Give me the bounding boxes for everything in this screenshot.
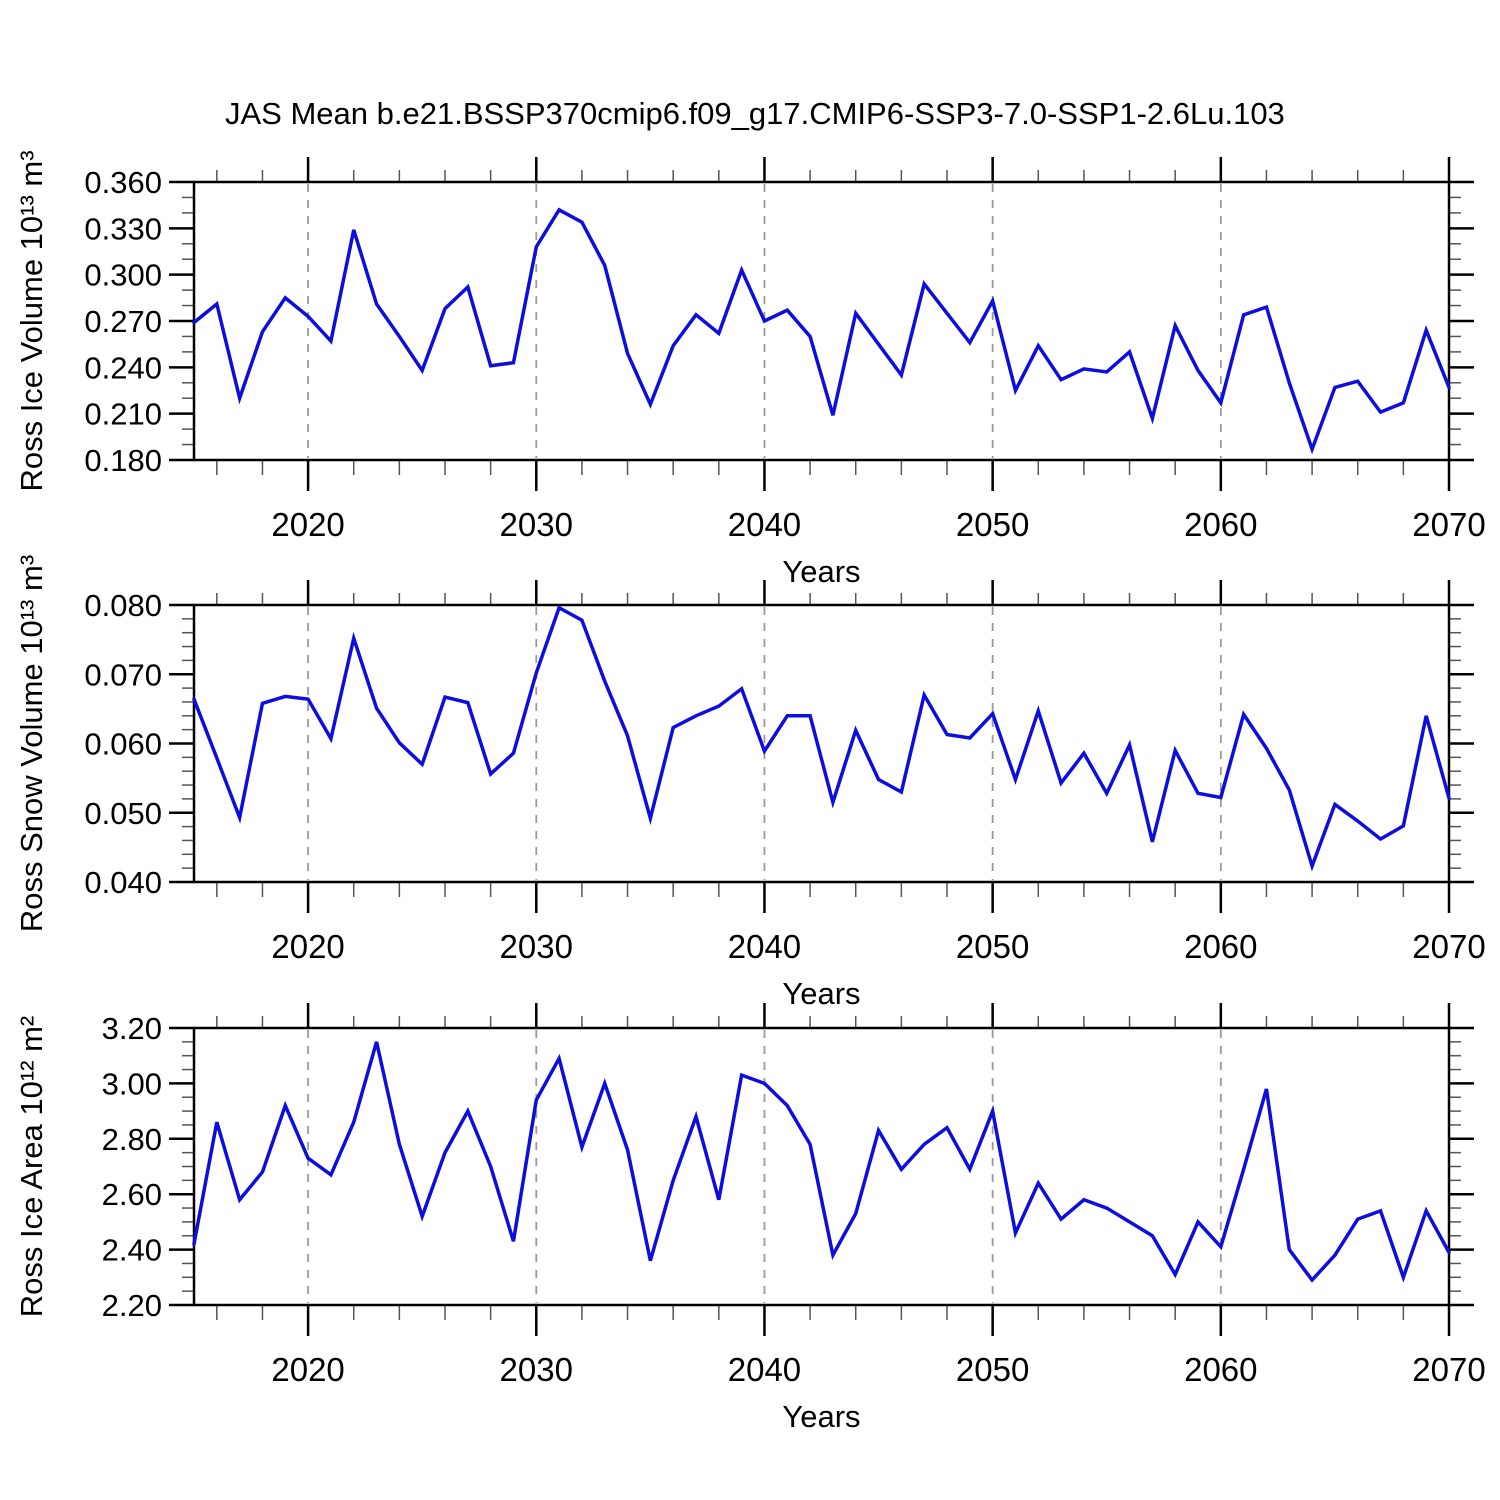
x-tick-label: 2030 xyxy=(500,928,573,965)
y-tick-label: 0.050 xyxy=(84,796,162,831)
x-tick-label: 2050 xyxy=(956,1351,1029,1388)
x-axis-title: Years xyxy=(782,976,860,1011)
y-tick-label: 2.80 xyxy=(102,1122,162,1157)
x-tick-label: 2060 xyxy=(1184,928,1257,965)
y-tick-label: 2.20 xyxy=(102,1288,162,1323)
x-tick-label: 2070 xyxy=(1412,1351,1485,1388)
y-tick-label: 0.360 xyxy=(84,165,162,200)
y-tick-label: 0.180 xyxy=(84,443,162,478)
x-axis-title: Years xyxy=(782,1399,860,1434)
y-tick-label: 2.60 xyxy=(102,1177,162,1212)
y-tick-label: 0.080 xyxy=(84,588,162,623)
x-tick-label: 2040 xyxy=(728,506,801,543)
x-axis-title: Years xyxy=(782,554,860,589)
y-tick-label: 0.270 xyxy=(84,304,162,339)
x-tick-label: 2040 xyxy=(728,1351,801,1388)
y-tick-label: 0.300 xyxy=(84,258,162,293)
series-line-ross-snow-volume xyxy=(192,605,1451,872)
x-tick-label: 2020 xyxy=(271,1351,344,1388)
y-tick-label: 3.20 xyxy=(102,1011,162,1046)
y-tick-label: 0.240 xyxy=(84,350,162,385)
y-tick-label: 0.060 xyxy=(84,727,162,762)
y-axis-title: Ross Ice Volume 10¹³ m³ xyxy=(14,150,49,491)
plot-border xyxy=(192,603,1451,884)
x-tick-label: 2060 xyxy=(1184,1351,1257,1388)
x-tick-label: 2070 xyxy=(1412,928,1485,965)
y-tick-label: 0.210 xyxy=(84,397,162,432)
y-tick-label: 3.00 xyxy=(102,1066,162,1101)
y-axis-title: Ross Snow Volume 10¹³ m³ xyxy=(14,555,49,932)
x-tick-label: 2040 xyxy=(728,928,801,965)
panel-ross-ice-volume: 0.180 0.210 0.240 0.270 0.300 0.330 0.360 2020 2… xyxy=(14,150,1486,589)
y-tick-label: 0.070 xyxy=(84,657,162,692)
y-axis-title: Ross Ice Area 10¹² m² xyxy=(14,1016,49,1317)
y-tick-label: 0.040 xyxy=(84,865,162,900)
x-tick-label: 2030 xyxy=(500,1351,573,1388)
figure-title: JAS Mean b.e21.BSSP370cmip6.f09_g17.CMIP… xyxy=(225,96,1285,131)
x-tick-label: 2050 xyxy=(956,928,1029,965)
panel-ross-ice-area: 2.20 2.40 2.60 2.80 3.00 3.20 2020 2030 2040 2050… xyxy=(14,1003,1486,1434)
y-tick-label: 0.330 xyxy=(84,211,162,246)
panel-ross-snow-volume: 0.040 0.050 0.060 0.070 0.080 2020 2030 2040 205… xyxy=(14,555,1486,1011)
series-line-ross-ice-volume xyxy=(192,207,1451,455)
plot-border xyxy=(192,1026,1451,1307)
y-tick-label: 2.40 xyxy=(102,1233,162,1268)
x-tick-label: 2020 xyxy=(271,506,344,543)
x-tick-label: 2060 xyxy=(1184,506,1257,543)
plot-border xyxy=(192,180,1451,462)
x-tick-label: 2020 xyxy=(271,928,344,965)
x-tick-label: 2030 xyxy=(500,506,573,543)
series-line-ross-ice-area xyxy=(192,1041,1451,1283)
x-tick-label: 2070 xyxy=(1412,506,1485,543)
x-tick-label: 2050 xyxy=(956,506,1029,543)
